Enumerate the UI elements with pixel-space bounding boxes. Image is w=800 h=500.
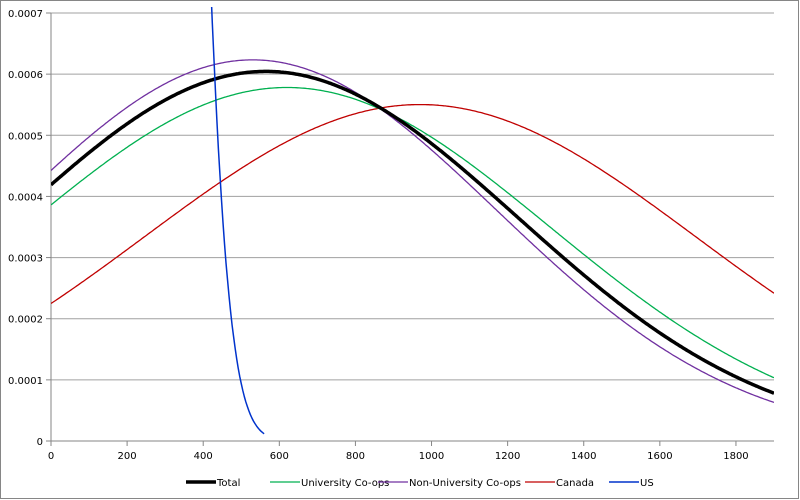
x-tick-label: 1200 [495,451,520,462]
series-line-non-university-co-ops [51,59,774,404]
y-tick-label: 0.0007 [8,9,43,20]
x-tick-label: 800 [346,451,365,462]
legend-item: University Co-ops [270,478,389,489]
legend-item: Non-University Co-ops [378,478,521,489]
gridlines [51,12,774,381]
axes [46,12,774,446]
legend-label: Non-University Co-ops [409,478,521,489]
y-tick-label: 0.0001 [8,376,43,387]
legend-item: US [609,478,654,489]
series-line-us [210,7,265,435]
legend-label: US [640,478,654,489]
y-tick-label: 0 [37,437,43,448]
x-tick-label: 400 [194,451,213,462]
x-tick-label: 600 [270,451,289,462]
legend-label: Canada [556,478,594,489]
y-axis-ticks: 0 0.0001 0.0002 0.0003 0.0004 0.0005 0.0006 0.0… [8,9,43,448]
series-line-total [51,69,774,395]
series-line-canada [51,103,774,305]
y-tick-label: 0.0006 [8,70,43,81]
x-tick-label: 1600 [647,451,672,462]
x-axis-ticks: 0 200 400 600 800 1000 1200 1400 1600 1800 [48,451,749,462]
legend-item: Total [186,478,240,489]
y-tick-label: 0.0002 [8,315,43,326]
x-tick-label: 1400 [571,451,596,462]
y-tick-label: 0.0003 [8,254,43,265]
y-tick-label: 0.0005 [8,131,43,142]
x-tick-label: 0 [48,451,54,462]
x-tick-label: 200 [118,451,137,462]
series-lines [51,7,774,435]
series-line-university-co-ops [51,86,774,379]
y-tick-label: 0.0004 [8,192,43,203]
x-tick-label: 1000 [419,451,444,462]
x-tick-label: 1800 [723,451,748,462]
legend-item: Canada [525,478,594,489]
legend-label: Total [216,478,240,489]
legend-label: University Co-ops [301,478,389,489]
legend: Total University Co-ops Non-University Co-… [186,478,654,489]
